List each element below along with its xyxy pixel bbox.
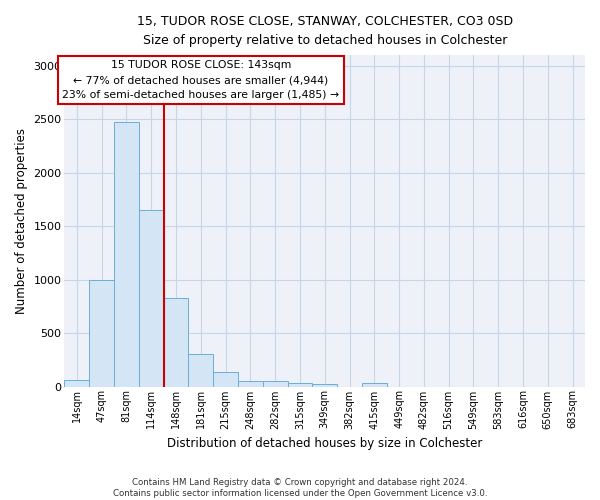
Bar	[89, 280, 114, 386]
Text: 15 TUDOR ROSE CLOSE: 143sqm
← 77% of detached houses are smaller (4,944)
23% of : 15 TUDOR ROSE CLOSE: 143sqm ← 77% of det…	[62, 60, 340, 100]
Bar	[164, 298, 188, 386]
Bar	[64, 380, 89, 386]
Bar	[263, 381, 287, 386]
X-axis label: Distribution of detached houses by size in Colchester: Distribution of detached houses by size …	[167, 437, 482, 450]
Bar	[287, 383, 313, 386]
Title: 15, TUDOR ROSE CLOSE, STANWAY, COLCHESTER, CO3 0SD
Size of property relative to : 15, TUDOR ROSE CLOSE, STANWAY, COLCHESTE…	[137, 15, 513, 47]
Bar	[139, 210, 164, 386]
Bar	[313, 384, 337, 386]
Bar	[188, 354, 213, 386]
Bar	[114, 122, 139, 386]
Bar	[213, 372, 238, 386]
Bar	[238, 380, 263, 386]
Y-axis label: Number of detached properties: Number of detached properties	[15, 128, 28, 314]
Bar	[362, 384, 386, 386]
Text: Contains HM Land Registry data © Crown copyright and database right 2024.
Contai: Contains HM Land Registry data © Crown c…	[113, 478, 487, 498]
